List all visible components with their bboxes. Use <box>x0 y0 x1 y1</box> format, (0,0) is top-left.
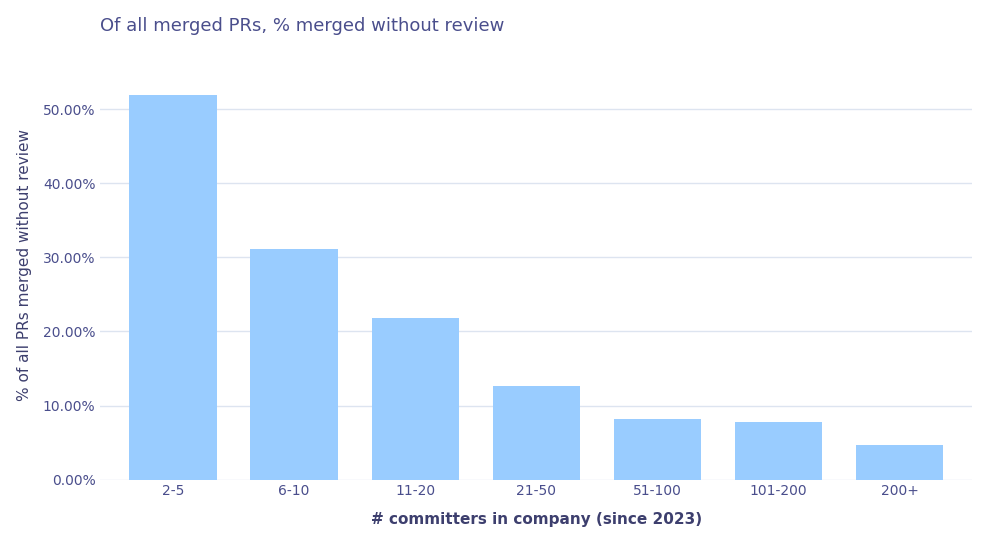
Bar <box>735 422 822 480</box>
Text: Of all merged PRs, % merged without review: Of all merged PRs, % merged without revi… <box>100 17 504 35</box>
Y-axis label: % of all PRs merged without review: % of all PRs merged without review <box>17 129 32 401</box>
Bar <box>130 95 217 480</box>
Bar <box>493 386 580 480</box>
Bar <box>250 249 337 480</box>
Bar <box>856 445 944 480</box>
X-axis label: # committers in company (since 2023): # committers in company (since 2023) <box>371 512 702 527</box>
Bar <box>372 318 459 480</box>
Bar <box>614 419 701 480</box>
